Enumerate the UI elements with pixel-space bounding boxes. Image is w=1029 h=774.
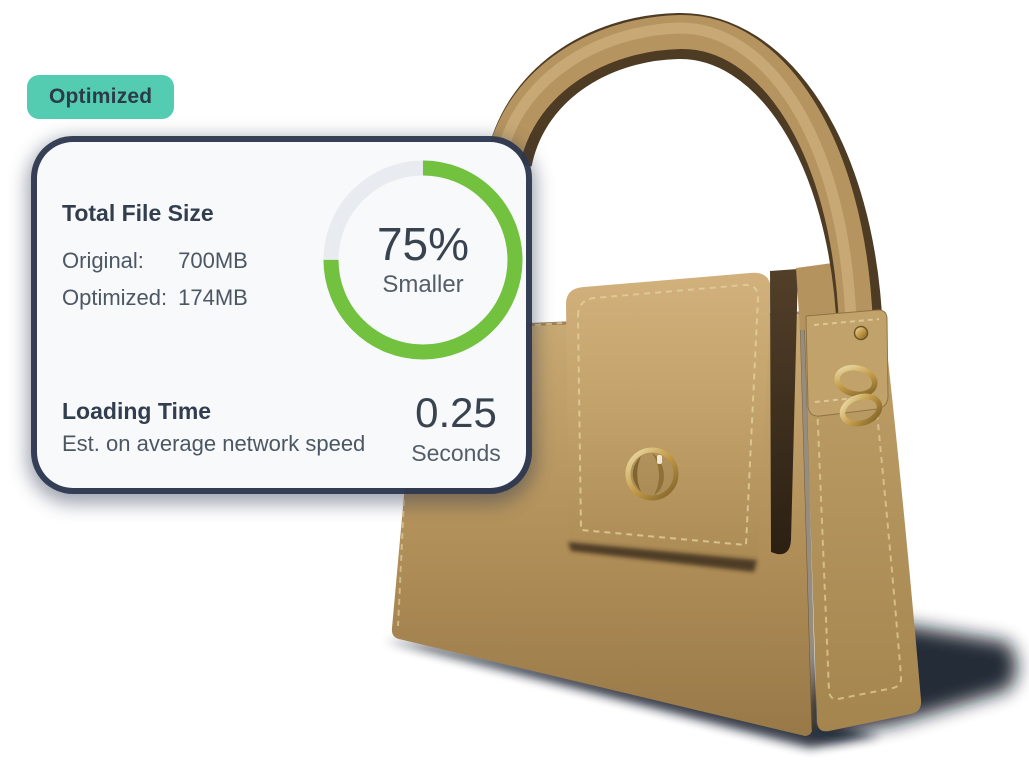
- stats-card: Total File Size Original: 700MB Optimize…: [37, 142, 526, 488]
- reduction-ring: 75% Smaller: [323, 160, 523, 360]
- file-size-row-optimized: Optimized: 174MB: [62, 285, 248, 311]
- logo-clasp-icon: [625, 447, 679, 501]
- loading-time-heading: Loading Time: [62, 398, 212, 424]
- rivet-icon: [853, 325, 869, 341]
- loading-time-value-block: 0.25 Seconds: [404, 392, 508, 467]
- gold-ring-icon: [839, 393, 883, 427]
- progress-ring-icon: [323, 160, 523, 360]
- loading-time-unit: Seconds: [411, 440, 501, 466]
- file-size-heading: Total File Size: [62, 200, 214, 226]
- handle-strap-shadow: [770, 269, 798, 555]
- optimized-value: 174MB: [178, 285, 248, 310]
- gold-ring-icon: [834, 364, 878, 398]
- handbag-handle: [486, 12, 883, 335]
- handle-attachment: [805, 309, 889, 427]
- optimized-label: Optimized:: [62, 285, 168, 310]
- handbag-flap: [566, 272, 771, 572]
- body-seam: [799, 315, 817, 731]
- optimized-badge: Optimized: [27, 75, 175, 119]
- file-size-row-original: Original: 700MB: [62, 248, 248, 274]
- loading-time-value: 0.25: [415, 389, 497, 436]
- reduction-percent: 75%: [376, 218, 470, 270]
- original-value: 700MB: [178, 248, 248, 273]
- original-label: Original:: [62, 248, 144, 273]
- reduction-caption: Smaller: [382, 271, 464, 298]
- loading-time-subtext: Est. on average network speed: [62, 431, 366, 456]
- flap-shadow: [568, 542, 757, 572]
